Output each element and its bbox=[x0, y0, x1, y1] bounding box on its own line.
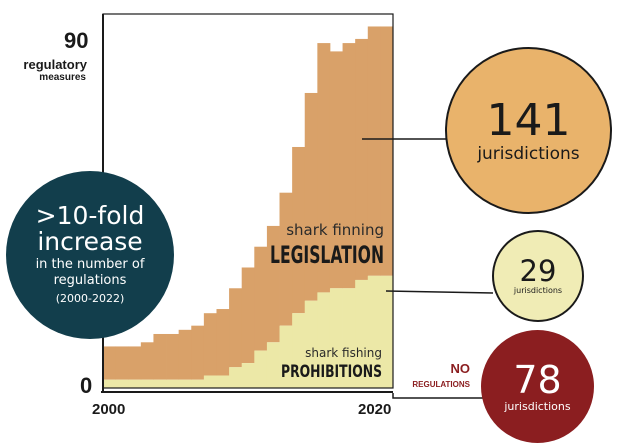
legislation-step-2015 bbox=[292, 146, 306, 314]
no-regulations-label: jurisdictions bbox=[504, 400, 571, 413]
y-tick-90: 90 bbox=[64, 28, 88, 53]
legislation-step-2021 bbox=[367, 26, 381, 276]
prohibitions-step-2008 bbox=[203, 375, 217, 388]
legislation-step-2017 bbox=[317, 43, 331, 293]
increase-callout-circle: >10-fold increase in the number of regul… bbox=[6, 171, 174, 339]
increase-callout-line1: >10-fold bbox=[35, 201, 145, 230]
legislation-step-2018 bbox=[329, 51, 343, 289]
y-axis-label-line2: measures bbox=[39, 72, 86, 83]
no-regulations-tag-line2: REGULATIONS bbox=[412, 380, 470, 389]
prohibitions-label-small: shark fishing bbox=[305, 346, 382, 360]
legislation-step-2001 bbox=[115, 346, 129, 380]
legislation-step-2016 bbox=[304, 92, 318, 301]
legislation-step-2000 bbox=[103, 346, 117, 380]
prohibitions-step-2011 bbox=[241, 363, 255, 388]
prohibitions-step-2010 bbox=[229, 367, 243, 388]
prohibitions-step-2018 bbox=[329, 288, 343, 388]
legislation-label-small: shark finning bbox=[286, 221, 384, 239]
legislation-jurisdictions-count: 141 bbox=[486, 94, 571, 146]
legislation-jurisdictions-label: jurisdictions bbox=[477, 143, 580, 164]
callout-connectors bbox=[362, 138, 494, 399]
x-tick-2020: 2020 bbox=[358, 401, 391, 418]
prohibitions-step-2006 bbox=[178, 379, 192, 388]
legislation-jurisdictions-circle: 141 jurisdictions bbox=[445, 47, 612, 214]
prohibitions-step-2001 bbox=[115, 379, 129, 388]
prohibitions-step-2014 bbox=[279, 325, 293, 388]
legislation-step-2019 bbox=[342, 43, 356, 289]
legislation-label-big: LEGISLATION bbox=[270, 241, 384, 269]
prohibitions-step-2020 bbox=[355, 279, 369, 388]
legislation-step-2010 bbox=[229, 288, 243, 368]
prohibitions-step-2002 bbox=[128, 379, 142, 388]
prohibitions-step-2005 bbox=[166, 379, 180, 388]
legislation-step-2008 bbox=[203, 313, 217, 376]
prohibitions-step-2022 bbox=[380, 275, 394, 388]
legislation-step-2005 bbox=[166, 333, 180, 380]
increase-callout-line4: regulations bbox=[53, 273, 127, 288]
prohibitions-step-2000 bbox=[103, 379, 117, 388]
legislation-step-2002 bbox=[128, 346, 142, 380]
legislation-step-2009 bbox=[216, 309, 230, 376]
prohibitions-jurisdictions-label: jurisdictions bbox=[513, 286, 563, 295]
prohibitions-step-2007 bbox=[191, 379, 205, 388]
legislation-step-2011 bbox=[241, 267, 255, 364]
no-regulations-circle: 78 jurisdictions bbox=[481, 330, 594, 443]
prohibitions-step-2021 bbox=[367, 275, 381, 388]
prohibitions-step-2017 bbox=[317, 292, 331, 388]
prohibitions-jurisdictions-circle: 29 jurisdictions bbox=[492, 230, 584, 322]
x-tick-2000: 2000 bbox=[92, 401, 125, 418]
increase-callout-line3: in the number of bbox=[35, 257, 145, 272]
y-tick-0: 0 bbox=[80, 373, 92, 398]
prohibitions-step-2015 bbox=[292, 313, 306, 388]
prohibitions-step-2016 bbox=[304, 300, 318, 388]
connector-prohibitions bbox=[385, 290, 494, 294]
prohibitions-step-2019 bbox=[342, 288, 356, 388]
legislation-step-2020 bbox=[355, 38, 369, 280]
increase-callout-line5: (2000-2022) bbox=[55, 292, 125, 305]
legislation-step-2007 bbox=[191, 325, 205, 380]
plot-area bbox=[101, 13, 394, 393]
legislation-step-2006 bbox=[178, 329, 192, 380]
legislation-step-2004 bbox=[153, 333, 167, 380]
prohibitions-step-2003 bbox=[140, 379, 154, 388]
legislation-step-2013 bbox=[266, 225, 280, 343]
prohibitions-jurisdictions-count: 29 bbox=[519, 254, 557, 288]
prohibitions-step-2009 bbox=[216, 375, 230, 388]
prohibitions-step-2004 bbox=[153, 379, 167, 388]
legislation-step-2003 bbox=[140, 342, 154, 380]
prohibitions-step-2013 bbox=[266, 342, 280, 388]
prohibitions-label-big: PROHIBITIONS bbox=[281, 362, 382, 382]
increase-callout-line2: increase bbox=[37, 227, 143, 256]
prohibitions-step-2012 bbox=[254, 350, 268, 388]
legislation-step-2022 bbox=[380, 26, 394, 276]
no-regulations-tag-line1: NO bbox=[450, 361, 471, 376]
legislation-step-2014 bbox=[279, 192, 293, 326]
no-regulations-count: 78 bbox=[513, 358, 562, 402]
y-axis-label-line1: regulatory bbox=[23, 57, 87, 72]
connector-no-regulations bbox=[392, 393, 486, 399]
legislation-step-2012 bbox=[254, 246, 268, 351]
